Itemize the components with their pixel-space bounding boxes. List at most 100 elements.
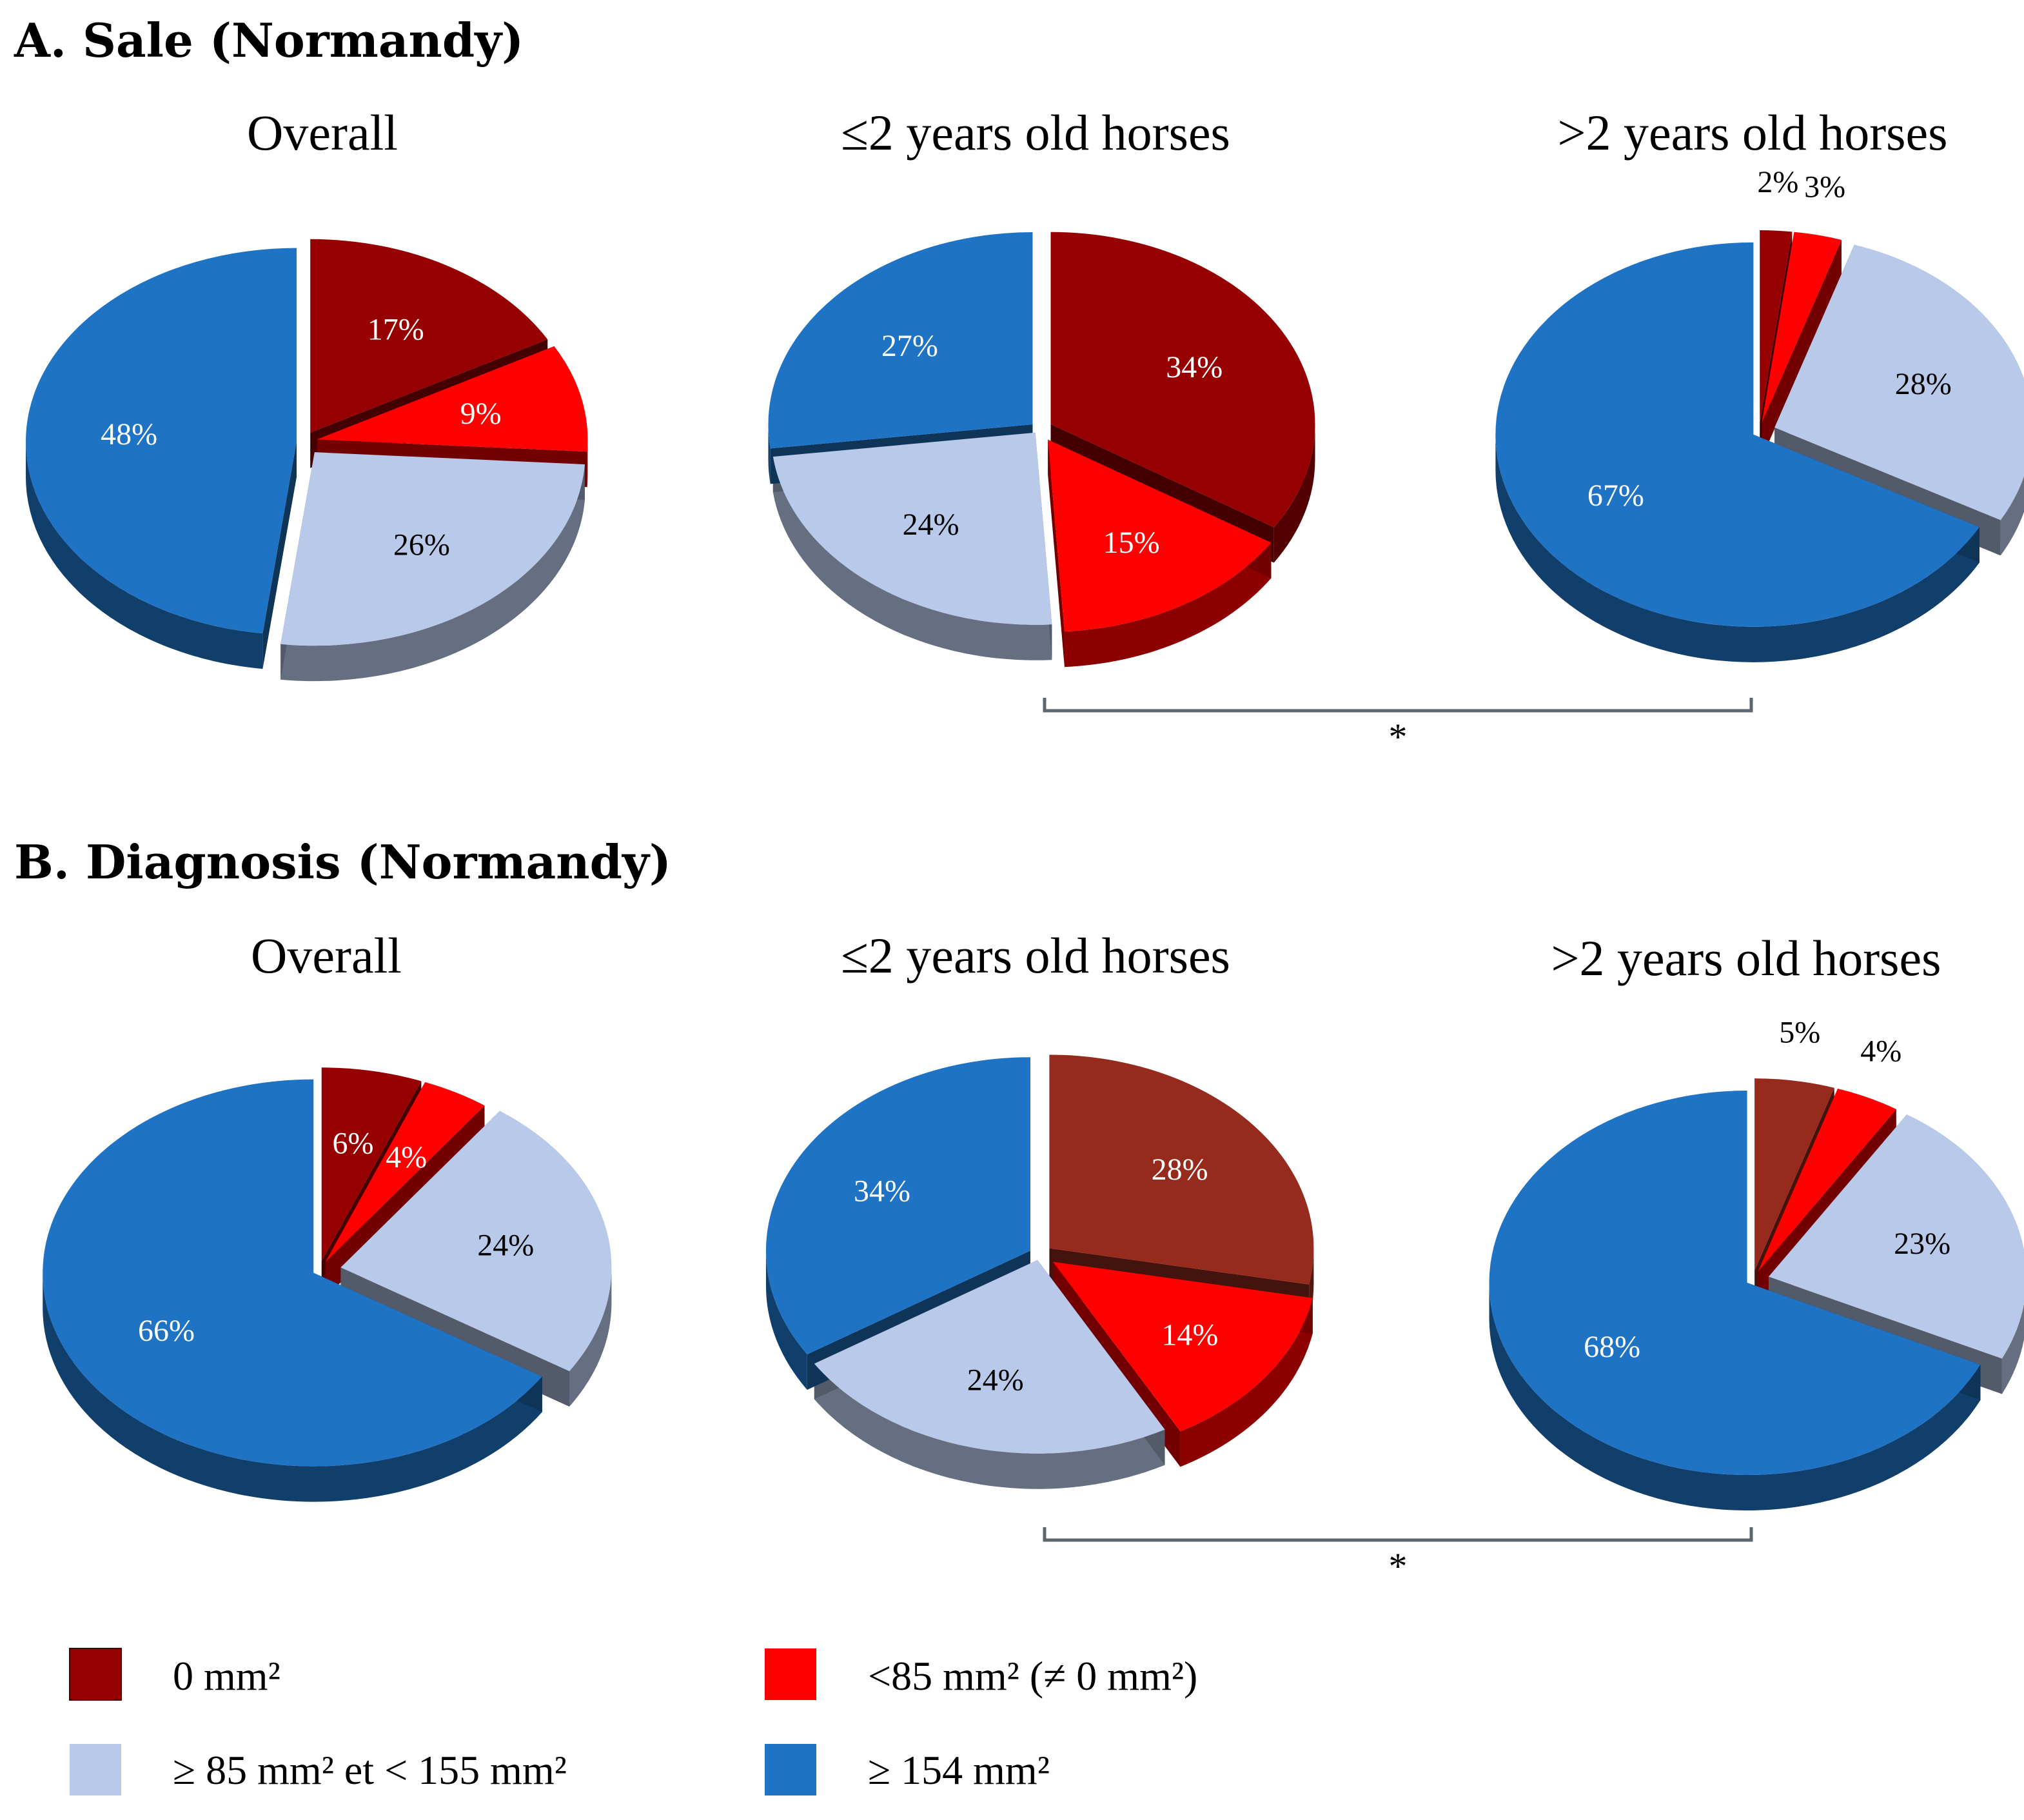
slice-data-label: 26% [393,528,450,562]
pie-chart: 5% 4% 23% 68% [1489,1016,2024,1511]
slice-data-label: 14% [1161,1318,1218,1352]
pie-slice-side [43,1272,542,1502]
slice-data-label: 9% [460,397,502,431]
bracket-line [1043,698,1753,713]
bracket-line [1043,1527,1753,1542]
slice-data-label: 6% [333,1127,374,1161]
slice-data-label: 34% [854,1174,910,1209]
chart-title-a-overall: Overall [247,104,398,161]
chart-title-b-overall: Overall [251,927,402,984]
pie-slice [340,1111,612,1371]
pie-slice [1489,1091,1981,1476]
slice-data-label: 4% [386,1140,427,1174]
pie-slice-side [2000,476,2024,556]
slice-data-label: 68% [1584,1330,1640,1364]
pie-charts: 17% 9% 26% 48% 34% 15% 24% 27% 2% 3% 28% 67% 6% 4% 24%… [26,165,2024,1511]
legend-item: 0 mm² [69,1648,280,1701]
slice-data-label: 24% [477,1228,534,1262]
pie-slice [280,452,585,646]
pie-slice [765,1057,1030,1354]
pie-chart: 34% 15% 24% 27% [768,232,1315,668]
slice-data-label: 4% [1860,1034,1901,1068]
legend-swatch [765,1744,816,1795]
section-title-a: A. Sale (Normandy) [14,13,524,68]
pie-chart: 28% 14% 24% 34% [765,1054,1314,1489]
pie-slice [310,239,548,433]
pie-slice [325,1082,485,1262]
pie-slice-wall [262,441,297,669]
chart-title-b-young: ≤2 years old horses [841,927,1230,984]
pie-slice [768,232,1033,449]
section-title-b: B. Diagnosis (Normandy) [14,835,671,889]
pie-chart: 17% 9% 26% 48% [26,239,588,682]
slice-data-label: 15% [1103,526,1160,560]
slice-data-label: 3% [1804,170,1845,204]
legend-label: ≥ 154 mm² [868,1747,1050,1793]
pie-slice-side [1495,434,1980,662]
pie-slice [26,248,297,634]
pie-chart: 2% 3% 28% 67% [1495,165,2024,662]
slice-data-label: 5% [1779,1016,1820,1050]
pie-slice-side [1180,1298,1313,1467]
pie-slice-side [1489,1283,1981,1511]
pie-slice-side [1064,542,1272,668]
legend-item: ≥ 154 mm² [765,1744,1050,1795]
legend: 0 mm² <85 mm² (≠ 0 mm²) ≥ 85 mm² et < 15… [69,1648,1197,1795]
significance-bracket-a: * [1043,698,1753,758]
slice-data-label: 28% [1152,1152,1208,1187]
pie-slice-side [1273,424,1315,563]
chart-title-b-old: >2 years old horses [1551,930,1941,986]
pie-slice-side [768,424,771,484]
pie-slice [1774,244,2024,520]
slice-data-label: 66% [138,1314,195,1348]
pie-slice [772,432,1052,625]
legend-swatch [765,1648,816,1700]
pie-slice [814,1260,1165,1454]
slice-data-label: 34% [1166,350,1223,384]
pie-slice [1762,232,1842,423]
pie-slice-side [569,1267,612,1407]
slice-data-label: 24% [967,1363,1024,1398]
chart-title-a-old: >2 years old horses [1557,104,1947,161]
pie-slice-side [765,1251,807,1390]
pie-slice [1760,230,1793,423]
pie-slice [43,1079,542,1467]
pie-slice-side [587,439,588,488]
slice-data-label: 67% [1587,479,1644,513]
legend-item: <85 mm² (≠ 0 mm²) [765,1648,1197,1700]
pie-slice [1495,242,1980,627]
slice-data-label: 24% [903,508,959,542]
pie-slice [1768,1114,2024,1359]
significance-star: * [1389,1545,1408,1587]
slice-data-label: 27% [881,329,938,363]
significance-bracket-b: * [1043,1527,1753,1587]
chart-title-a-young: ≤2 years old horses [841,104,1230,161]
pie-slice [1758,1089,1896,1272]
legend-label: 0 mm² [173,1653,280,1699]
slice-data-label: 23% [1894,1227,1950,1261]
pie-slice [1049,1054,1314,1285]
pie-slice-wall [1048,439,1065,668]
slice-data-label: 2% [1757,165,1798,199]
significance-star: * [1389,716,1408,758]
legend-swatch [70,1744,121,1795]
pie-slice-side [772,457,1052,660]
slice-data-label: 48% [101,417,157,451]
pie-slice [1050,232,1315,528]
pie-slice [1053,1261,1313,1432]
slice-data-label: 17% [368,313,424,347]
pie-slice-side [26,441,263,669]
pie-slice-wall [1762,239,1842,459]
legend-item: ≥ 85 mm² et < 155 mm² [70,1744,567,1795]
pie-slice-side [814,1363,1165,1489]
pie-slice [1048,439,1272,632]
legend-label: <85 mm² (≠ 0 mm²) [868,1653,1197,1699]
pie-chart: 6% 4% 24% 66% [43,1067,612,1502]
pie-slice-side [280,464,585,682]
pie-slice-side [2001,1303,2024,1394]
pie-slice [1754,1078,1834,1271]
pie-slice [321,1067,422,1261]
legend-swatch [69,1648,122,1701]
pie-slice [317,346,588,452]
